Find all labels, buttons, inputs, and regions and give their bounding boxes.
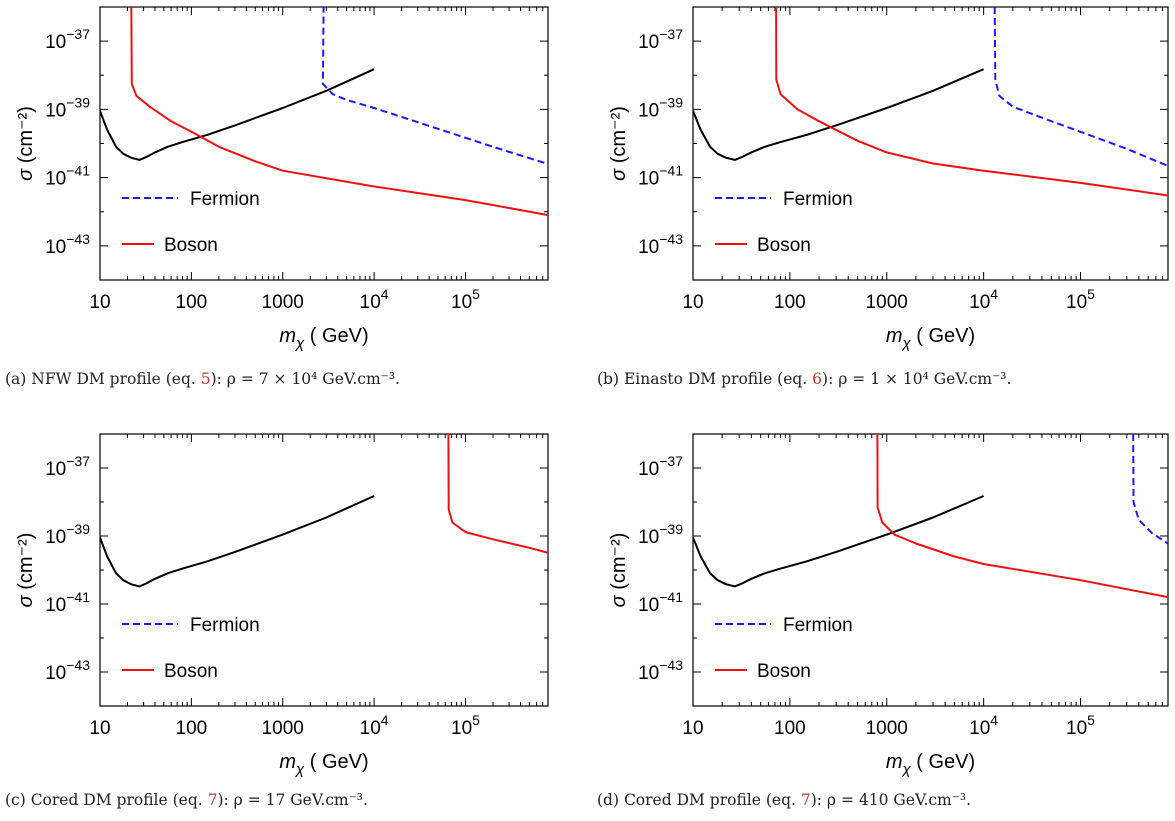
- x-tick-label: 1000: [866, 292, 908, 313]
- series-group: [100, 7, 548, 217]
- legend-fermion-label: Fermion: [783, 615, 853, 636]
- series-group: [693, 7, 1168, 197]
- x-tick-label: 10: [89, 292, 110, 313]
- y-tick-label: 10−39: [638, 521, 683, 548]
- series-fermion-line: [1132, 434, 1168, 545]
- x-axis-label: mχ ( GeV): [279, 751, 368, 778]
- y-axis-label: σ (cm⁻²): [15, 106, 37, 181]
- legend-boson-label: Boson: [757, 661, 811, 682]
- series-boson-line: [775, 7, 1168, 197]
- y-tick-label: 10−41: [45, 589, 90, 616]
- y-tick-label: 10−37: [638, 453, 683, 480]
- series-limit-line: [693, 68, 984, 161]
- y-tick-label: 10−39: [638, 94, 683, 121]
- y-tick-label: 10−43: [638, 231, 683, 258]
- x-tick-label: 105: [1066, 286, 1095, 313]
- y-tick-label: 10−43: [45, 657, 90, 684]
- x-tick-label: 105: [451, 712, 480, 739]
- axis-ticks: [99, 6, 549, 281]
- y-tick-label: 10−43: [638, 657, 683, 684]
- panel-caption: (a) NFW DM profile (eq. 5): ρ = 7 × 10⁴ …: [5, 370, 400, 388]
- legend-fermion-label: Fermion: [190, 615, 260, 636]
- x-tick-label: 1000: [262, 718, 304, 739]
- x-axis-label: mχ ( GeV): [886, 751, 975, 778]
- x-axis-label: mχ ( GeV): [279, 325, 368, 352]
- panel-caption: (c) Cored DM profile (eq. 7): ρ = 17 GeV…: [5, 791, 368, 809]
- x-tick-label: 100: [176, 718, 208, 739]
- x-tick-label: 1000: [262, 292, 304, 313]
- y-tick-label: 10−41: [45, 163, 90, 190]
- plot-frame: [692, 6, 1169, 281]
- x-tick-label: 104: [360, 712, 389, 739]
- series-boson-line: [130, 7, 548, 217]
- y-tick-label: 10−43: [45, 231, 90, 258]
- equation-ref: 7: [801, 791, 811, 809]
- panel-caption: (d) Cored DM profile (eq. 7): ρ = 410 Ge…: [597, 791, 971, 809]
- x-tick-label: 104: [969, 286, 998, 313]
- x-tick-label: 100: [774, 718, 806, 739]
- legend: Fermion Boson: [122, 615, 260, 682]
- y-tick-label: 10−41: [638, 589, 683, 616]
- legend-boson-label: Boson: [757, 235, 811, 256]
- series-boson-line: [876, 434, 1168, 599]
- y-tick-label: 10−37: [45, 453, 90, 480]
- legend: Fermion Boson: [122, 189, 260, 256]
- y-axis-label: σ (cm⁻²): [608, 106, 630, 181]
- x-tick-label: 105: [451, 286, 480, 313]
- series-limit-line: [100, 68, 375, 161]
- legend-fermion-label: Fermion: [190, 189, 260, 210]
- y-tick-label: 10−37: [638, 26, 683, 53]
- series-limit-line: [693, 495, 984, 588]
- x-tick-label: 10: [682, 718, 703, 739]
- legend: Fermion Boson: [715, 615, 853, 682]
- chart-panel-a: 10 100 1000 104 105 10−37 10−39 10−41 10−43 mχ ( …: [5, 6, 549, 388]
- axis-ticks: [99, 433, 549, 707]
- panel-caption: (b) Einasto DM profile (eq. 6): ρ = 1 × …: [597, 370, 1011, 388]
- y-tick-label: 10−39: [45, 521, 90, 548]
- chart-panel-c: 10 100 1000 104 105 10−37 10−39 10−41 10−43 mχ ( …: [5, 433, 549, 809]
- chart-panel-d: 10 100 1000 104 105 10−37 10−39 10−41 10−43 mχ ( …: [597, 433, 1169, 809]
- legend-boson-label: Boson: [164, 235, 218, 256]
- series-boson-line: [447, 434, 548, 554]
- plot-frame: [99, 433, 549, 707]
- series-group: [100, 434, 548, 588]
- chart-panel-b: 10 100 1000 104 105 10−37 10−39 10−41 10−43 mχ ( …: [597, 6, 1169, 388]
- series-group: [693, 434, 1168, 599]
- x-tick-label: 104: [360, 286, 389, 313]
- series-fermion-line: [321, 7, 548, 165]
- y-axis-label: σ (cm⁻²): [608, 533, 630, 608]
- equation-ref: 7: [208, 791, 218, 809]
- x-axis-label: mχ ( GeV): [886, 325, 975, 352]
- x-tick-label: 1000: [866, 718, 908, 739]
- x-tick-label: 100: [176, 292, 208, 313]
- y-tick-label: 10−37: [45, 26, 90, 53]
- legend: Fermion Boson: [715, 189, 853, 256]
- x-tick-label: 105: [1066, 712, 1095, 739]
- y-tick-label: 10−39: [45, 94, 90, 121]
- y-axis-label: σ (cm⁻²): [15, 533, 37, 608]
- legend-boson-label: Boson: [164, 661, 218, 682]
- plot-frame: [692, 433, 1169, 707]
- series-fermion-line: [993, 7, 1168, 167]
- equation-ref: 5: [201, 370, 211, 388]
- x-tick-label: 104: [969, 712, 998, 739]
- x-tick-label: 100: [774, 292, 806, 313]
- series-limit-line: [100, 495, 375, 588]
- x-tick-label: 10: [89, 718, 110, 739]
- equation-ref: 6: [812, 370, 822, 388]
- x-tick-label: 10: [682, 292, 703, 313]
- legend-fermion-label: Fermion: [783, 189, 853, 210]
- y-tick-label: 10−41: [638, 163, 683, 190]
